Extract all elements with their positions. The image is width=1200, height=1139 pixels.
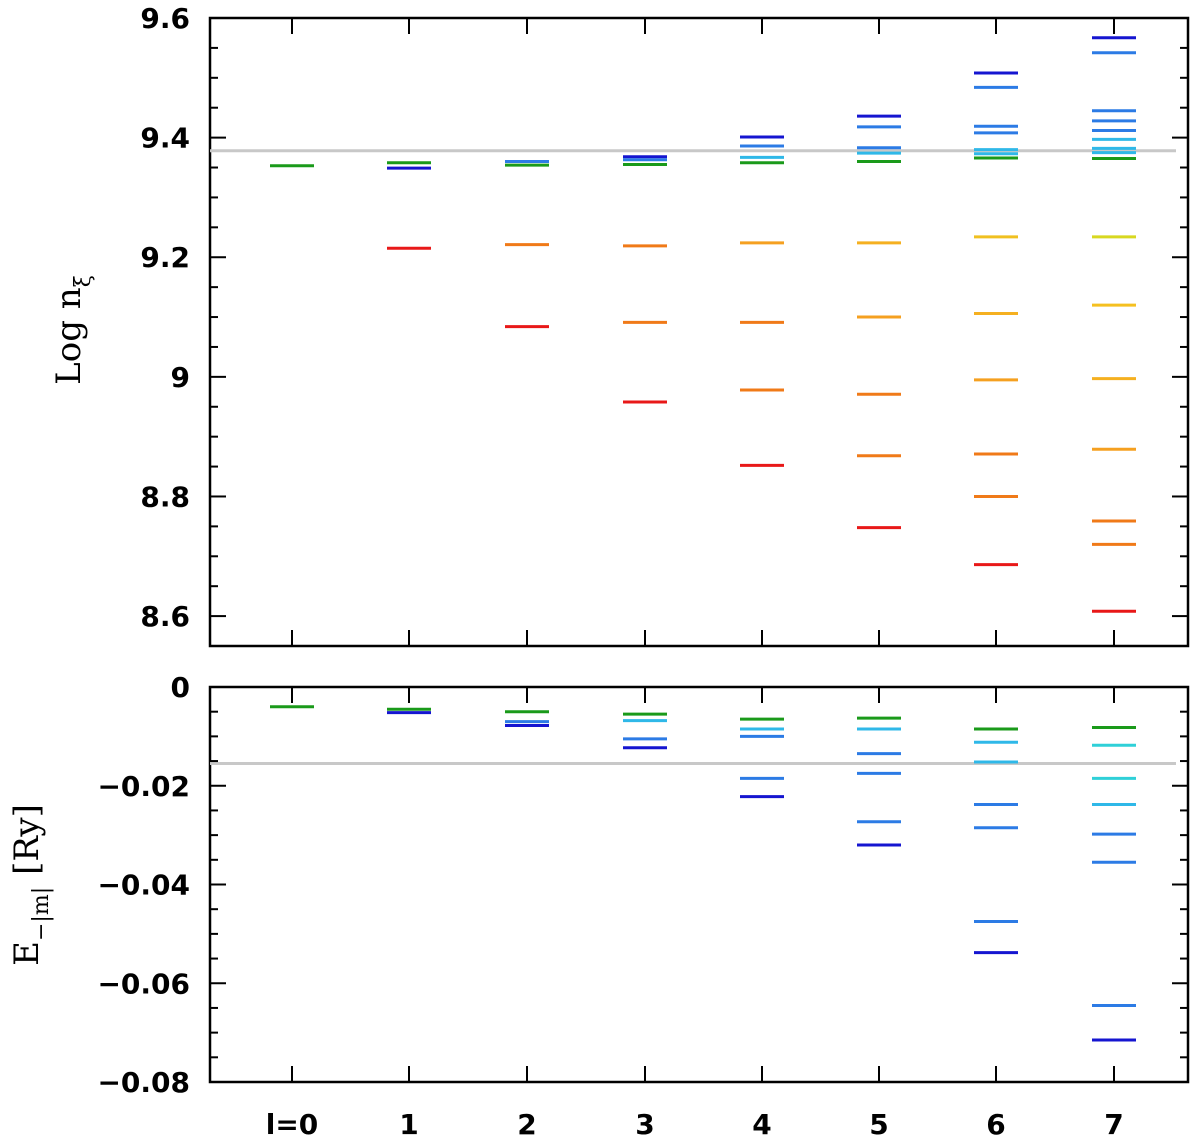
- top-y-tick-label: 8.6: [140, 600, 190, 633]
- bottom-plot-frame: [208, 685, 1190, 1084]
- top-y-ticks: 8.6 8.8 9 9.2 9.4 9.6: [140, 2, 1188, 647]
- top-levels: [270, 36, 1136, 613]
- top-plot-frame: [208, 16, 1190, 648]
- top-y-tick-label: 9.2: [140, 241, 190, 274]
- bottom-y-axis-unit: [Ry]: [7, 804, 47, 875]
- top-y-axis-title: Log nξ: [49, 275, 96, 385]
- bottom-levels: [270, 705, 1136, 1042]
- bottom-y-tick-label: −0.08: [97, 1066, 190, 1099]
- bottom-y-axis-subscript: −|m|: [29, 887, 54, 941]
- bottom-y-tick-label: −0.04: [97, 869, 190, 902]
- bottom-y-tick-label: 0: [171, 671, 190, 704]
- x-tick-label-7: 7: [1104, 1108, 1123, 1139]
- x-tick-label-3: 3: [635, 1108, 654, 1139]
- top-x-ticks: [291, 18, 1115, 646]
- bottom-y-tick-label: −0.06: [97, 967, 190, 1000]
- bottom-y-axis-title: E−|m| [Ry]: [7, 804, 54, 966]
- bottom-y-tick-label: −0.02: [97, 770, 190, 803]
- x-tick-label-6: 6: [986, 1108, 1005, 1139]
- x-tick-label-2: 2: [517, 1108, 536, 1139]
- bottom-x-tick-labels: l=0 1 2 3 4 5 6 7: [266, 1108, 1124, 1139]
- top-y-axis-label: Log n: [49, 287, 89, 385]
- top-y-axis-subscript: ξ: [71, 275, 96, 287]
- top-y-tick-label: 9.4: [140, 122, 190, 155]
- top-y-tick-label: 9: [171, 361, 190, 394]
- bottom-panel: −0.08 −0.06 −0.04 −0.02 0 l=0 1 2 3 4 5 6 7 E−|m| [R…: [7, 671, 1190, 1139]
- x-tick-label-0: l=0: [266, 1108, 319, 1139]
- x-tick-label-1: 1: [399, 1108, 418, 1139]
- bottom-x-ticks: [291, 687, 1115, 1082]
- bottom-y-axis-label: E: [7, 941, 47, 966]
- x-tick-label-5: 5: [869, 1108, 888, 1139]
- top-y-tick-label: 9.6: [140, 2, 190, 35]
- bottom-y-ticks: −0.08 −0.06 −0.04 −0.02 0: [97, 671, 1188, 1099]
- x-tick-label-4: 4: [752, 1108, 771, 1139]
- top-panel: 8.6 8.8 9 9.2 9.4 9.6 Log nξ: [49, 2, 1190, 648]
- top-y-tick-label: 8.8: [140, 480, 190, 513]
